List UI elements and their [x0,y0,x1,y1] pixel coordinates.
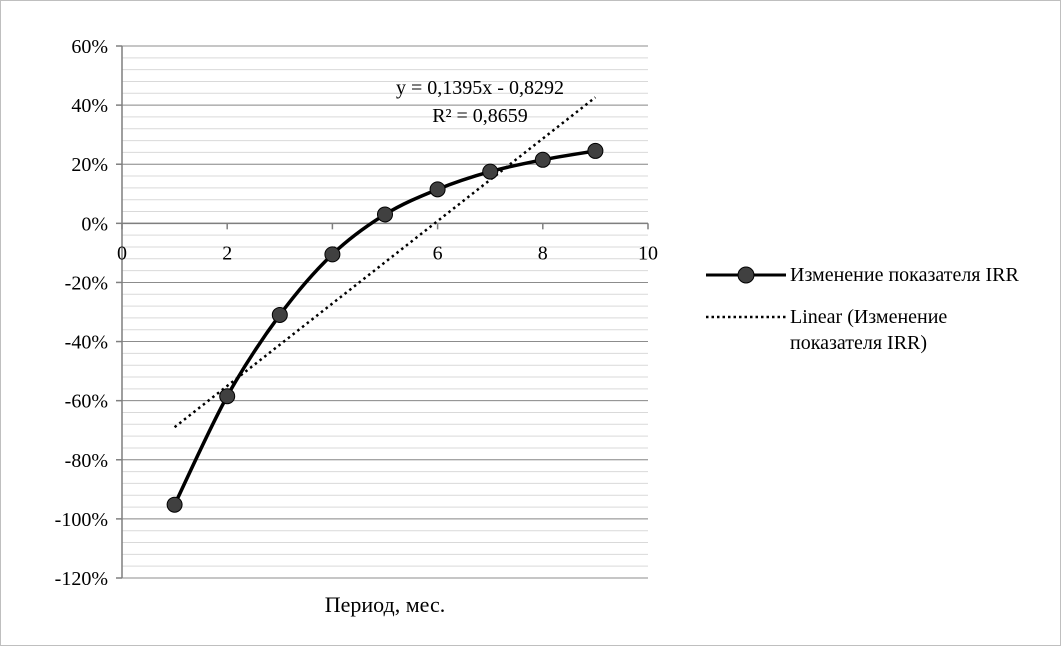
trendline-equation: y = 0,1395x - 0,8292 [396,77,564,99]
legend-entry-trendline: Linear (Изменение показателя IRR) [700,304,1030,356]
legend-series-label: Изменение показателя IRR [790,264,1019,286]
x-tick-label: 10 [638,242,658,264]
legend-entry-series: Изменение показателя IRR [700,262,1030,288]
y-tick-label: -100% [55,509,108,531]
y-tick-label: -40% [65,332,108,354]
x-tick-label: 8 [538,242,548,264]
x-axis-title: Период, мес. [325,592,445,617]
y-tick-label: -60% [65,391,108,413]
y-tick-label: 60% [71,36,108,58]
minor-gridlines [122,45,648,579]
trendline-path [173,96,597,429]
y-tick-label: -120% [55,568,108,590]
data-point [534,151,551,168]
legend-trendline-label: Linear (Изменение показателя IRR) [790,306,948,354]
data-point [324,246,341,263]
data-point [219,388,236,405]
series-line [173,149,596,506]
data-point [377,206,393,223]
axes [116,45,649,579]
data-point [166,496,183,513]
y-tick-label: -20% [65,272,108,294]
data-point [482,163,499,180]
data-point [271,306,288,323]
legend-dotted-line-icon [706,315,786,319]
series-markers [166,142,604,513]
trendline [173,96,597,429]
x-tick-label: 6 [433,242,443,264]
y-tick-label: 40% [71,95,108,117]
y-tick-label: -80% [65,450,108,472]
major-gridlines [122,45,648,579]
y-tick-label: 0% [81,213,108,235]
legend-line-marker-icon [706,266,786,284]
data-point [587,142,604,159]
x-tick-label: 0 [117,242,127,264]
y-tick-label: 20% [71,154,108,176]
y-tick-labels: -120% -100% -80% -60% -40% -20% 0% 20% 40% 60% [55,36,108,590]
data-point [429,181,446,198]
legend: Изменение показателя IRR Linear (Изменен… [700,262,1030,372]
series-path [173,149,596,506]
x-tick-label: 2 [222,242,232,264]
trendline-r-squared: R² = 0,8659 [432,105,528,127]
